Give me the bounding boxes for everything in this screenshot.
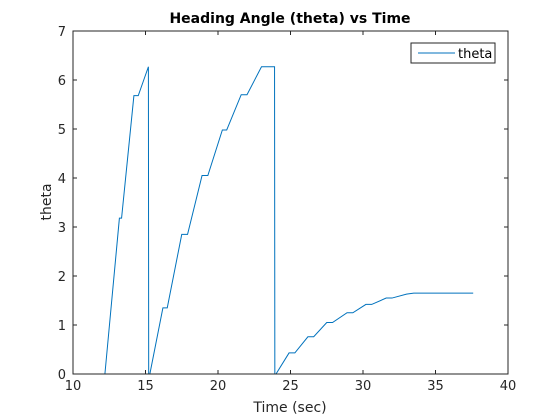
theta-series-line	[73, 66, 474, 375]
y-tick-label: 3	[58, 221, 66, 236]
y-tick-label: 2	[58, 270, 66, 285]
chart-title: Heading Angle (theta) vs Time	[169, 11, 410, 27]
plot-box	[72, 30, 509, 375]
y-tick-label: 6	[58, 74, 66, 89]
tick-labels: 10 15 20 25 30 35 40 0 1 2 3 4 5 6 7	[58, 25, 517, 394]
x-axis-label: Time (sec)	[252, 400, 326, 416]
y-tick-label: 7	[58, 25, 66, 40]
legend: theta	[410, 42, 496, 64]
x-tick-label: 40	[500, 379, 517, 394]
x-tick-label: 20	[210, 379, 227, 394]
x-tick-label: 25	[282, 379, 299, 394]
y-tick-label: 0	[58, 368, 66, 383]
legend-label: theta	[458, 47, 492, 62]
plot-background	[73, 31, 508, 374]
y-tick-label: 1	[58, 319, 66, 334]
y-axis-label: theta	[39, 183, 55, 220]
x-tick-label: 30	[355, 379, 372, 394]
y-tick-label: 5	[58, 123, 66, 138]
x-tick-label: 10	[65, 379, 82, 394]
y-tick-label: 4	[58, 172, 66, 187]
x-tick-label: 15	[137, 379, 154, 394]
x-tick-label: 35	[427, 379, 444, 394]
